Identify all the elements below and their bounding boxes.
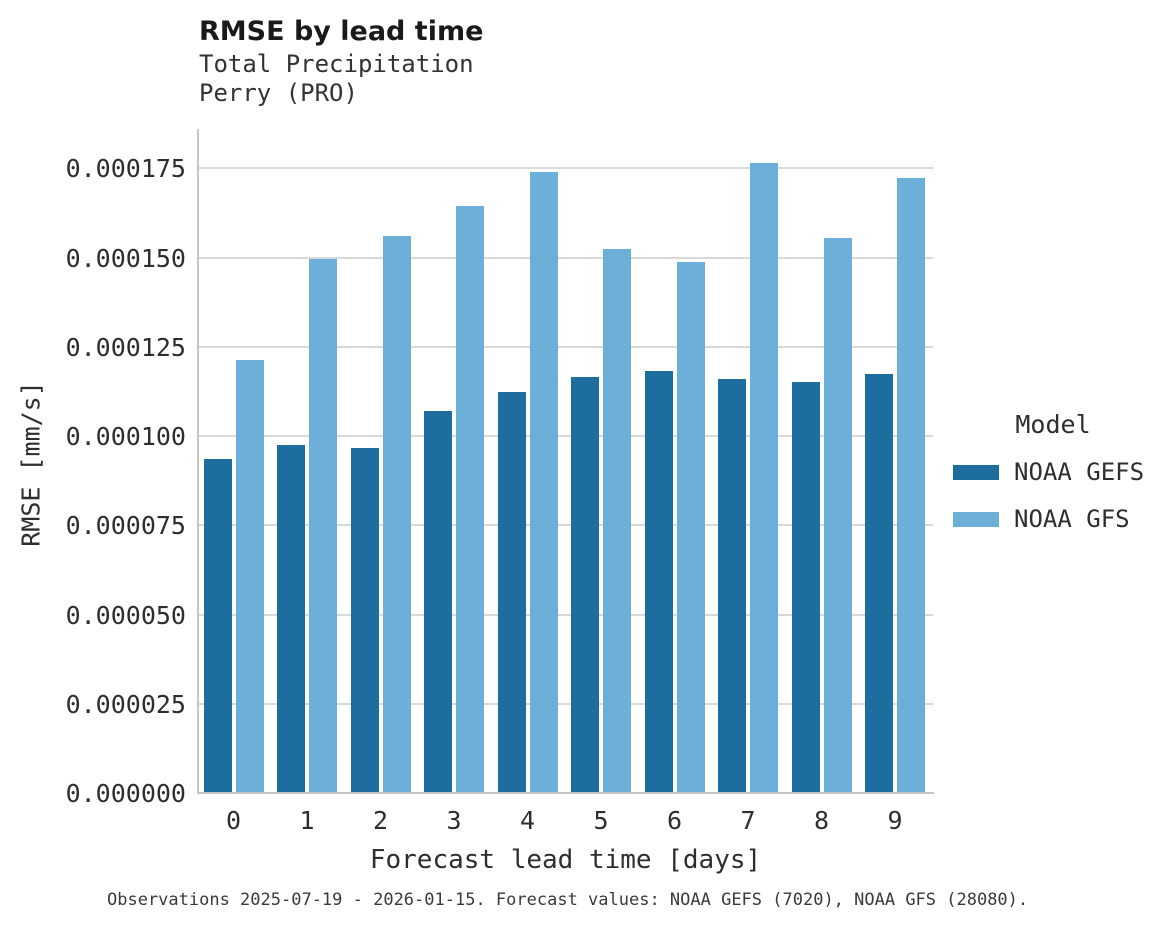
legend-swatch [953, 511, 999, 527]
plot-area [198, 129, 933, 794]
legend-entry-noaa-gefs: NOAA GEFS [953, 458, 1153, 486]
bar-noaa-gfs-lead-6 [676, 261, 705, 793]
gridline-y-0.000100 [198, 435, 933, 437]
y-tick-label: 0.000125 [65, 332, 186, 362]
gridline-y-0.000125 [198, 345, 933, 348]
gridline-y-0.000175 [198, 167, 933, 170]
bar-noaa-gfs-lead-1 [309, 258, 337, 793]
x-tick-label-2: 2 [372, 806, 389, 835]
bar-noaa-gefs-lead-1 [277, 444, 305, 793]
legend-entries: NOAA GEFS NOAA GFS [953, 458, 1153, 533]
x-tick-label-6: 6 [666, 806, 683, 835]
legend-entry-noaa-gfs: NOAA GFS [953, 505, 1153, 533]
legend-swatch [953, 464, 999, 480]
legend-label: NOAA GEFS [1014, 458, 1145, 486]
x-tick-label-3: 3 [446, 806, 462, 835]
gridline-y-0.000075 [198, 524, 933, 527]
legend-label: NOAA GFS [1014, 505, 1130, 533]
y-tick-label: 0.000050 [65, 600, 186, 630]
bar-noaa-gefs-lead-5 [571, 377, 599, 793]
legend-title: Model [1015, 410, 1091, 439]
bar-noaa-gefs-lead-9 [865, 374, 893, 793]
bar-noaa-gefs-lead-0 [203, 458, 232, 793]
x-tick-label-7: 7 [740, 806, 756, 835]
bar-noaa-gefs-lead-3 [424, 411, 452, 793]
bar-noaa-gfs-lead-4 [529, 171, 558, 793]
gridline-y-0.000150 [198, 256, 933, 259]
bar-noaa-gefs-lead-8 [791, 382, 820, 793]
y-axis-line [197, 129, 199, 794]
x-tick-label-5: 5 [593, 806, 609, 835]
x-axis-line [197, 792, 934, 794]
x-tick-label-0: 0 [225, 806, 242, 835]
x-tick-label-9: 9 [887, 806, 903, 835]
y-tick-label: 0.000100 [65, 422, 186, 451]
bar-noaa-gfs-lead-8 [823, 237, 852, 793]
bar-noaa-gefs-lead-6 [644, 371, 673, 793]
bar-noaa-gefs-lead-2 [350, 448, 379, 793]
gridline-y-0.000050 [198, 613, 933, 616]
bar-noaa-gfs-lead-0 [235, 359, 264, 793]
x-tick-label-1: 1 [299, 806, 315, 835]
bar-noaa-gfs-lead-2 [382, 236, 411, 793]
x-tick-label-4: 4 [519, 806, 536, 835]
bar-noaa-gfs-lead-9 [897, 177, 925, 793]
chart-subtitle-line2: Perry (PRO) [199, 79, 358, 107]
bar-noaa-gfs-lead-5 [603, 248, 631, 793]
bar-noaa-gfs-lead-7 [750, 162, 778, 793]
x-axis-title: Forecast lead time [days] [369, 845, 762, 875]
chart-subtitle-line1: Total Precipitation [199, 50, 474, 78]
bar-noaa-gefs-lead-7 [718, 378, 746, 793]
y-tick-label: 0.000175 [65, 154, 186, 184]
chart-title: RMSE by lead time [199, 16, 484, 47]
bar-noaa-gfs-lead-3 [456, 206, 484, 793]
y-tick-label: 0.000025 [65, 689, 186, 719]
y-tick-label: 0.000150 [65, 243, 186, 273]
legend: Model NOAA GEFS NOAA GFS [953, 410, 1153, 533]
x-tick-label-8: 8 [813, 806, 830, 835]
y-tick-label: 0.000075 [65, 511, 186, 541]
bar-noaa-gefs-lead-4 [497, 391, 526, 793]
caption: Observations 2025-07-19 - 2026-01-15. Fo… [107, 890, 1029, 910]
y-tick-label: 0.000000 [65, 779, 186, 808]
gridline-y-0.000025 [198, 702, 933, 705]
